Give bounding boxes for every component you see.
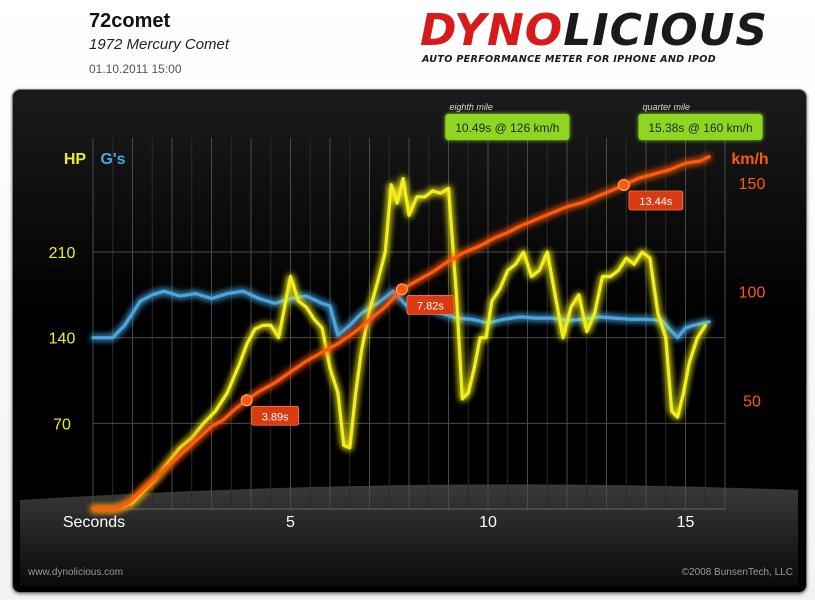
run-datetime: 01.10.2011 15:00 — [89, 62, 182, 76]
left-axis-label-gs: G's — [100, 151, 125, 168]
right-axis-label: km/h — [731, 151, 768, 168]
dynolicious-logo: DYNOLICIOUS AUTO PERFORMANCE METER FOR I… — [420, 6, 800, 72]
right-tick-label: 100 — [739, 285, 766, 302]
speed-label-text: 13.44s — [639, 196, 673, 208]
speed-label-text: 3.89s — [262, 411, 289, 423]
speed-label-box — [628, 190, 684, 211]
footer-website: www.dynolicious.com — [28, 567, 124, 578]
speed-marker-dot — [240, 394, 253, 407]
left-tick-label: 70 — [53, 416, 71, 433]
split-marker-label: quarter mile — [643, 102, 691, 112]
series-line-kmh — [91, 155, 711, 511]
floor-reflection — [20, 484, 798, 586]
x-tick-label: 10 — [479, 514, 497, 531]
split-marker-label: eighth mile — [449, 102, 493, 112]
logo-wordmark: DYNOLICIOUS — [420, 6, 768, 56]
run-title: 72comet — [89, 10, 171, 32]
chart-marks — [91, 114, 763, 511]
split-marker-box — [638, 114, 763, 140]
speed-label-box — [251, 405, 300, 426]
left-tick-label: 140 — [49, 331, 76, 348]
split-marker-value: 10.49s @ 126 km/h — [455, 121, 559, 135]
right-tick-label: 150 — [739, 176, 766, 193]
series-line-hp — [91, 177, 707, 511]
right-tick-label: 50 — [743, 393, 761, 410]
split-marker-box — [445, 114, 570, 140]
footer-copyright: ©2008 BunsenTech, LLC — [681, 567, 793, 578]
speed-marker-dot — [617, 178, 630, 191]
series-line-gs — [91, 289, 711, 340]
left-axis-label-hp: HP — [64, 151, 87, 168]
logo-word-red: DYNO — [420, 5, 564, 56]
vehicle-name: 1972 Mercury Comet — [89, 36, 230, 53]
speed-label-box — [406, 294, 455, 315]
logo-tagline: AUTO PERFORMANCE METER FOR IPHONE AND IP… — [422, 54, 716, 65]
speed-label-text: 7.82s — [417, 300, 444, 312]
chart-labels: 70 140 210 50 100 150 HP G's km/h Seconds 5 10 15 10.… — [49, 102, 769, 531]
x-tick-label: 15 — [677, 514, 695, 531]
split-marker-value: 15.38s @ 160 km/h — [648, 121, 752, 135]
x-tick-label: 5 — [286, 514, 295, 531]
logo-word-dark: LICIOUS — [563, 5, 769, 56]
left-tick-label: 210 — [49, 245, 76, 262]
x-axis-label: Seconds — [63, 514, 125, 531]
speed-marker-dot — [395, 283, 408, 296]
